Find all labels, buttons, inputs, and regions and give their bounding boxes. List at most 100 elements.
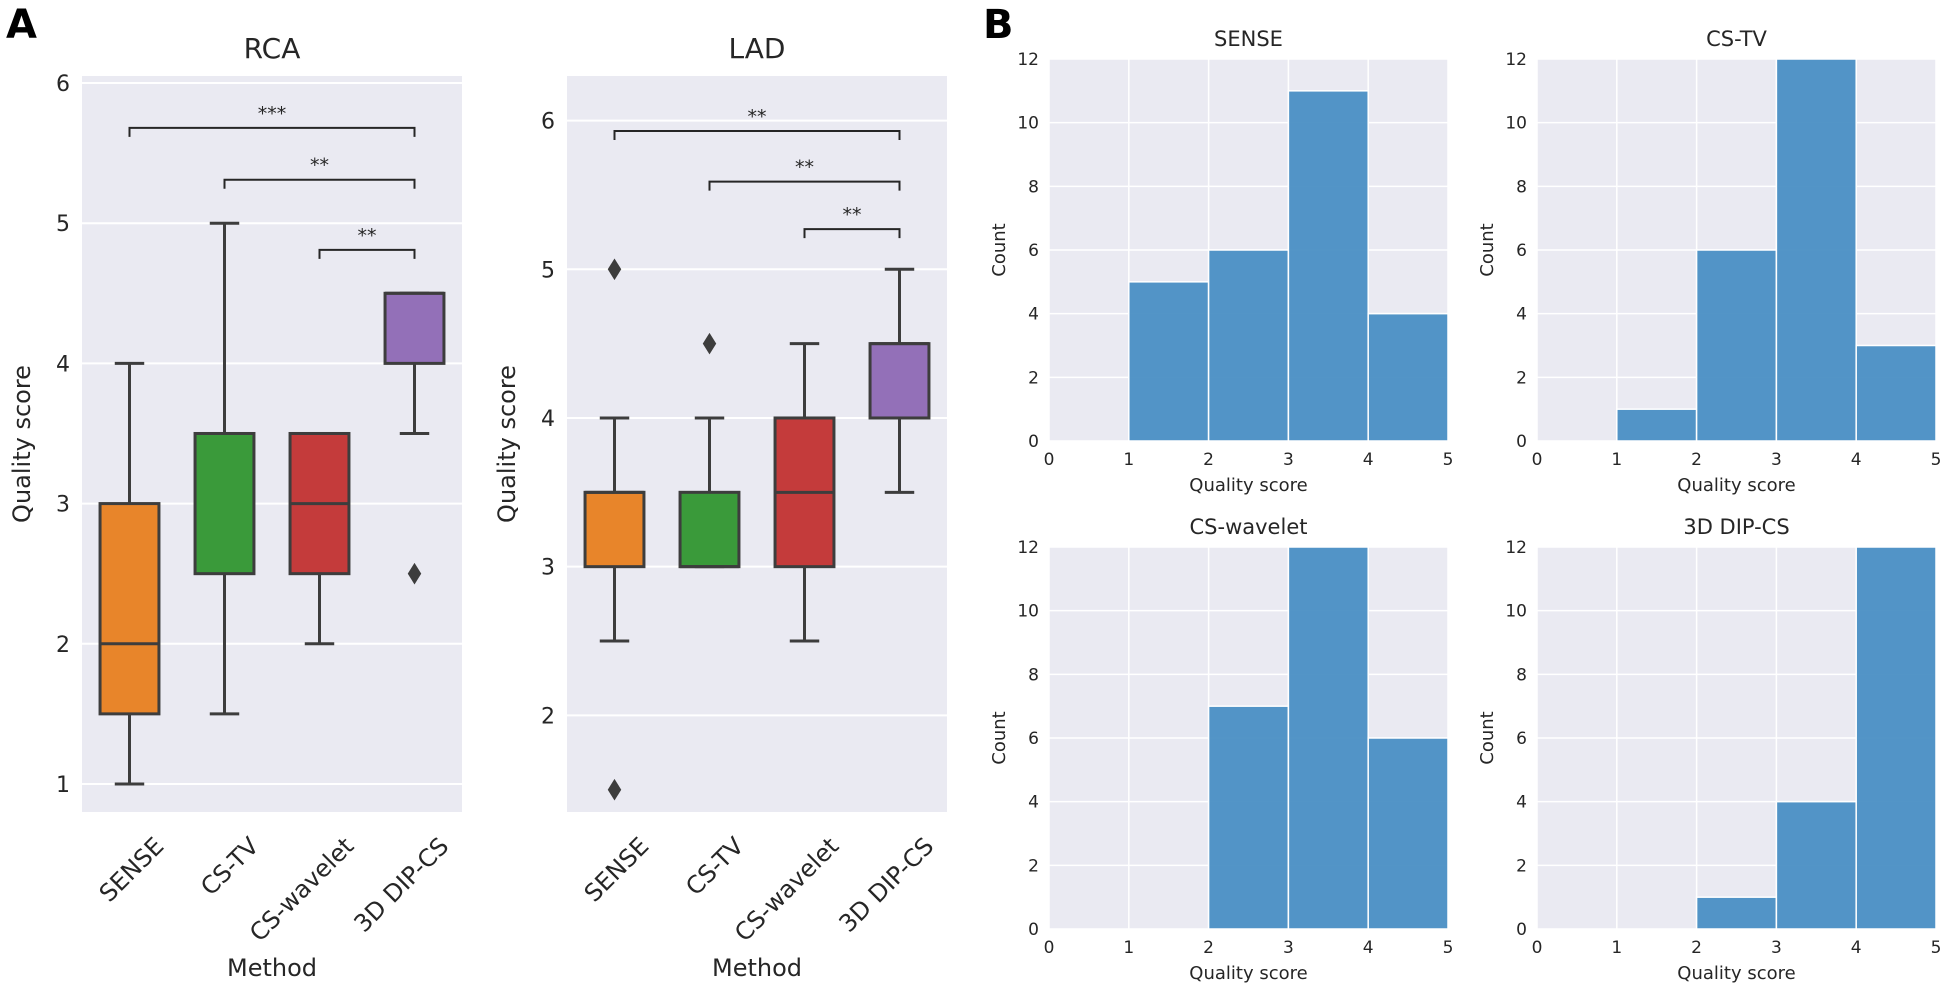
y-tick-label: 2 — [1516, 856, 1527, 876]
y-axis-label: Count — [989, 711, 1010, 764]
significance-label: ** — [748, 106, 767, 128]
chart-title: CS-TV — [1706, 27, 1767, 51]
y-tick-label: 12 — [1505, 538, 1527, 558]
panel-letter-b: B — [983, 2, 1014, 48]
y-tick-label: 8 — [1516, 665, 1527, 685]
y-tick-label: 4 — [1516, 305, 1527, 325]
y-axis-label: Count — [1477, 223, 1498, 276]
bracket-line — [803, 228, 901, 239]
histogram-bar — [1207, 249, 1290, 442]
y-tick-label: 0 — [1028, 920, 1039, 940]
x-axis-label: Method — [712, 954, 802, 982]
histogram-bar — [1775, 58, 1857, 442]
box-cs-wavelet — [773, 342, 836, 643]
x-tick-label: SENSE — [94, 832, 169, 907]
x-tick-label: 5 — [1443, 450, 1454, 470]
significance-bracket: *** — [128, 103, 416, 137]
y-tick-label: 4 — [541, 407, 555, 432]
x-tick-label: 4 — [1851, 450, 1862, 470]
histogram-bar — [1775, 800, 1857, 930]
box-3d-dip-cs — [868, 267, 931, 494]
y-tick-label: 4 — [1028, 305, 1039, 325]
x-tick-label: 1 — [1611, 938, 1622, 958]
chart-title: CS-wavelet — [1190, 515, 1308, 539]
outlier-point — [607, 778, 622, 801]
chart-title: LAD — [729, 32, 786, 65]
box-body — [678, 490, 741, 569]
box-sense — [583, 258, 646, 801]
y-axis-label: Quality score — [8, 365, 36, 523]
x-tick-label: 3 — [1771, 450, 1782, 470]
y-tick-label: 6 — [1028, 729, 1039, 749]
y-tick-label: 5 — [541, 258, 555, 283]
box-body — [98, 502, 161, 716]
significance-bracket: ** — [708, 157, 901, 191]
chart-title: SENSE — [1214, 27, 1283, 51]
x-tick-label: 1 — [1123, 938, 1134, 958]
significance-bracket: ** — [223, 155, 416, 189]
histogram-bar — [1367, 737, 1449, 930]
x-tick-label: 5 — [1931, 938, 1942, 958]
box-body — [383, 291, 446, 365]
box-body — [193, 431, 256, 576]
y-tick-label: 8 — [1516, 177, 1527, 197]
y-tick-label: 6 — [56, 72, 70, 97]
x-tick-label: 5 — [1931, 450, 1942, 470]
y-tick-label: 6 — [1028, 241, 1039, 261]
y-tick-label: 12 — [1017, 50, 1039, 70]
x-tick-label: 0 — [1532, 450, 1543, 470]
y-tick-label: 6 — [1516, 241, 1527, 261]
y-axis-label: Quality score — [493, 365, 521, 523]
y-tick-label: 10 — [1017, 114, 1039, 134]
x-tick-label: 2 — [1203, 450, 1214, 470]
significance-bracket: ** — [613, 106, 901, 141]
y-tick-label: 12 — [1505, 50, 1527, 70]
y-tick-label: 6 — [1516, 729, 1527, 749]
outlier-point — [407, 562, 422, 585]
x-tick-label: 3D DIP-CS — [349, 832, 455, 938]
significance-label: ** — [843, 204, 862, 226]
y-tick-label: 4 — [56, 352, 70, 377]
y-tick-label: 0 — [1516, 920, 1527, 940]
y-tick-label: 8 — [1028, 665, 1039, 685]
x-tick-label: 5 — [1443, 938, 1454, 958]
y-tick-label: 10 — [1017, 602, 1039, 622]
significance-bracket: ** — [318, 225, 416, 259]
y-tick-label: 12 — [1017, 538, 1039, 558]
box-3d-dip-cs — [383, 291, 446, 585]
y-axis-label: Count — [989, 223, 1010, 276]
histogram-bar — [1616, 408, 1698, 442]
x-tick-label: 0 — [1044, 938, 1055, 958]
chart-title: 3D DIP-CS — [1683, 515, 1789, 539]
x-axis-label: Quality score — [1189, 475, 1307, 496]
y-tick-label: 5 — [56, 212, 70, 237]
x-tick-label: 4 — [1363, 450, 1374, 470]
box-body — [868, 342, 931, 420]
bracket-line — [613, 130, 901, 141]
bracket-line — [223, 178, 416, 189]
chart-title: RCA — [244, 32, 301, 65]
x-tick-label: 2 — [1203, 938, 1214, 958]
bracket-line — [708, 180, 901, 191]
box-cs-tv — [193, 221, 256, 716]
x-tick-label: SENSE — [579, 832, 654, 907]
outlier-point — [702, 332, 717, 355]
x-tick-label: 2 — [1691, 938, 1702, 958]
bracket-line — [128, 126, 416, 137]
outlier-point — [607, 258, 622, 281]
y-tick-label: 8 — [1028, 177, 1039, 197]
significance-label: *** — [258, 103, 287, 125]
bracket-line — [318, 248, 416, 259]
y-tick-label: 2 — [1516, 368, 1527, 388]
y-tick-label: 1 — [56, 773, 70, 798]
box-cs-wavelet — [288, 431, 351, 646]
histogram-bar — [1855, 546, 1937, 930]
x-tick-label: 3 — [1283, 450, 1294, 470]
x-tick-label: 1 — [1123, 450, 1134, 470]
x-tick-label: 2 — [1691, 450, 1702, 470]
significance-label: ** — [795, 157, 814, 179]
